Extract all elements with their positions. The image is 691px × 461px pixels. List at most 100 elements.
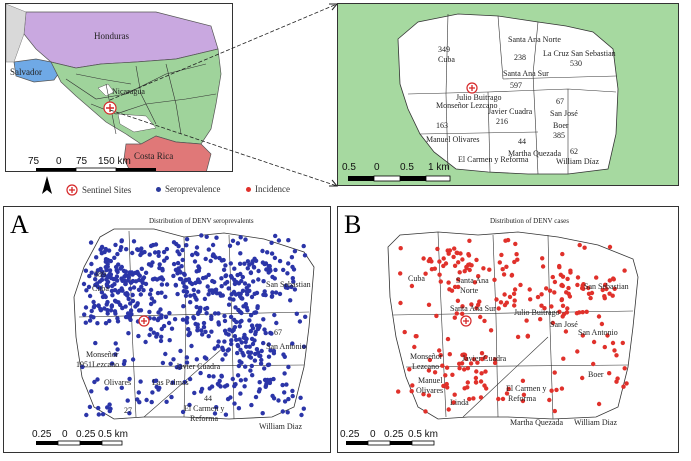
case-dot bbox=[280, 409, 285, 414]
map-label: Reforma bbox=[190, 414, 218, 423]
case-dot bbox=[94, 255, 99, 260]
case-dot bbox=[209, 314, 214, 319]
case-dot bbox=[291, 279, 296, 284]
case-dot bbox=[552, 290, 557, 295]
case-dot bbox=[196, 289, 201, 294]
panel-letter: B bbox=[344, 210, 361, 239]
case-dot bbox=[107, 268, 113, 273]
panel-a: A Distribution of DENV seroprevalents 38… bbox=[3, 206, 331, 453]
nb-count: 163 bbox=[436, 121, 448, 130]
panel-b-scale-bar: 0.25 0 0.25 0.5 km bbox=[340, 429, 438, 446]
case-dot bbox=[125, 311, 131, 316]
case-dot bbox=[189, 343, 194, 349]
case-dot bbox=[159, 290, 164, 295]
case-dot bbox=[514, 252, 519, 257]
case-dot bbox=[552, 408, 557, 414]
case-dot bbox=[622, 366, 627, 371]
nb-count: 597 bbox=[510, 81, 522, 90]
case-dot bbox=[249, 336, 255, 342]
case-dot bbox=[115, 319, 121, 324]
case-dot bbox=[292, 287, 298, 292]
case-dot bbox=[301, 344, 307, 349]
case-dot bbox=[171, 357, 176, 362]
case-dot bbox=[478, 395, 484, 400]
case-dot bbox=[139, 250, 145, 256]
case-dot bbox=[574, 311, 580, 316]
case-dot bbox=[199, 328, 204, 333]
case-dot bbox=[591, 361, 596, 367]
case-dot bbox=[230, 238, 236, 243]
case-dot bbox=[175, 291, 180, 297]
case-dot bbox=[109, 288, 115, 294]
case-dot bbox=[189, 281, 195, 287]
case-dot bbox=[259, 348, 264, 354]
case-dot bbox=[240, 274, 245, 280]
case-dot bbox=[281, 267, 286, 273]
case-dot bbox=[203, 256, 208, 262]
district-outline bbox=[397, 13, 619, 175]
case-dot bbox=[169, 326, 175, 331]
case-dot bbox=[604, 286, 609, 292]
case-dot bbox=[407, 367, 412, 372]
case-dot bbox=[465, 385, 470, 390]
case-dot bbox=[276, 398, 281, 403]
case-dot bbox=[119, 286, 124, 291]
case-dot bbox=[171, 273, 176, 279]
case-dot bbox=[206, 373, 212, 379]
nb-name: Manuel Olivares bbox=[426, 135, 480, 144]
case-dot bbox=[568, 270, 573, 275]
case-dot bbox=[212, 311, 218, 316]
costa-rica-region bbox=[123, 135, 212, 171]
case-dot bbox=[582, 245, 587, 250]
case-dot bbox=[123, 304, 128, 309]
nb-count: 385 bbox=[553, 131, 565, 140]
case-dot bbox=[160, 268, 165, 273]
case-dot bbox=[564, 310, 570, 315]
case-dot bbox=[460, 311, 465, 316]
case-dot bbox=[515, 334, 521, 340]
case-dot bbox=[109, 303, 115, 308]
case-dot bbox=[107, 402, 112, 407]
case-dot bbox=[500, 396, 506, 402]
case-dot bbox=[136, 333, 141, 339]
case-dot bbox=[437, 259, 442, 264]
case-dot bbox=[267, 263, 272, 269]
case-dot bbox=[149, 296, 154, 301]
case-dot bbox=[552, 279, 558, 285]
case-dot bbox=[266, 362, 272, 367]
case-dot bbox=[271, 351, 277, 356]
case-dot bbox=[396, 389, 401, 394]
case-dot bbox=[552, 370, 557, 375]
case-dot bbox=[155, 317, 161, 323]
case-dot bbox=[457, 361, 462, 366]
case-dot bbox=[210, 242, 216, 248]
case-dot bbox=[409, 389, 414, 394]
case-dot bbox=[139, 246, 144, 251]
case-dot bbox=[512, 298, 517, 303]
case-dot bbox=[290, 388, 295, 394]
case-dot bbox=[143, 281, 149, 287]
case-dot bbox=[247, 262, 252, 267]
label-number: 27 bbox=[124, 406, 132, 415]
panel-a-svg: A Distribution of DENV seroprevalents 38… bbox=[10, 210, 315, 446]
case-dot bbox=[473, 375, 479, 381]
case-dot bbox=[237, 319, 243, 325]
case-dot bbox=[266, 270, 271, 275]
case-dot bbox=[203, 329, 208, 334]
sentinel-site-icon bbox=[460, 315, 472, 327]
case-dot bbox=[446, 251, 451, 256]
north-arrow-icon bbox=[42, 176, 52, 194]
case-dot bbox=[286, 261, 291, 266]
case-dot bbox=[429, 259, 434, 264]
case-dot bbox=[148, 287, 154, 293]
case-dot bbox=[248, 350, 254, 355]
scale-tick: 0 bbox=[370, 429, 376, 440]
case-dot bbox=[200, 275, 206, 281]
case-dot bbox=[269, 251, 275, 256]
case-dot bbox=[565, 306, 570, 311]
case-dot bbox=[614, 353, 619, 358]
case-dot bbox=[156, 253, 161, 258]
case-dot bbox=[167, 310, 172, 316]
zoom-map: 349 Cuba Santa Ana Norte 238 La Cruz San… bbox=[337, 3, 679, 186]
case-dot bbox=[550, 274, 555, 280]
